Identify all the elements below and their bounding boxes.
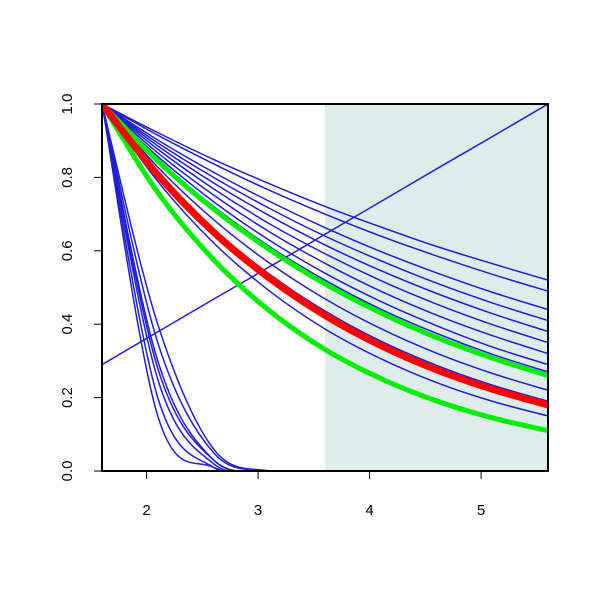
x-tick-label: 4 (365, 502, 373, 519)
series-line (102, 104, 548, 311)
x-tick-label: 3 (254, 502, 262, 519)
y-tick-label: 0.2 (59, 387, 76, 408)
y-tick-label: 0.8 (59, 167, 76, 188)
y-tick-label: 0.6 (59, 240, 76, 261)
series-line (102, 104, 548, 471)
series-line (102, 104, 548, 378)
series-line (102, 104, 548, 417)
series-line (102, 104, 548, 471)
series-line (102, 104, 548, 434)
series-line (102, 104, 548, 333)
plot-lines (102, 104, 548, 471)
series-line (102, 104, 548, 471)
series-line (102, 104, 548, 366)
series-line (102, 104, 548, 322)
x-tick-label: 5 (477, 502, 485, 519)
series-line (102, 104, 548, 292)
shaded-region (325, 104, 548, 471)
series-line (102, 104, 548, 471)
series-line (102, 104, 548, 471)
series-line (102, 104, 548, 471)
plot-frame (101, 103, 549, 472)
series-line (102, 104, 548, 366)
series-line (102, 104, 548, 355)
x-tick-label: 2 (142, 502, 150, 519)
y-tick-label: 0.0 (59, 461, 76, 482)
series-line (102, 104, 548, 281)
series-line (102, 104, 548, 391)
series-line (102, 104, 548, 409)
y-tick-label: 1.0 (59, 94, 76, 115)
y-tick-label: 0.4 (59, 314, 76, 335)
series-line (102, 104, 548, 471)
series-line (102, 104, 548, 344)
